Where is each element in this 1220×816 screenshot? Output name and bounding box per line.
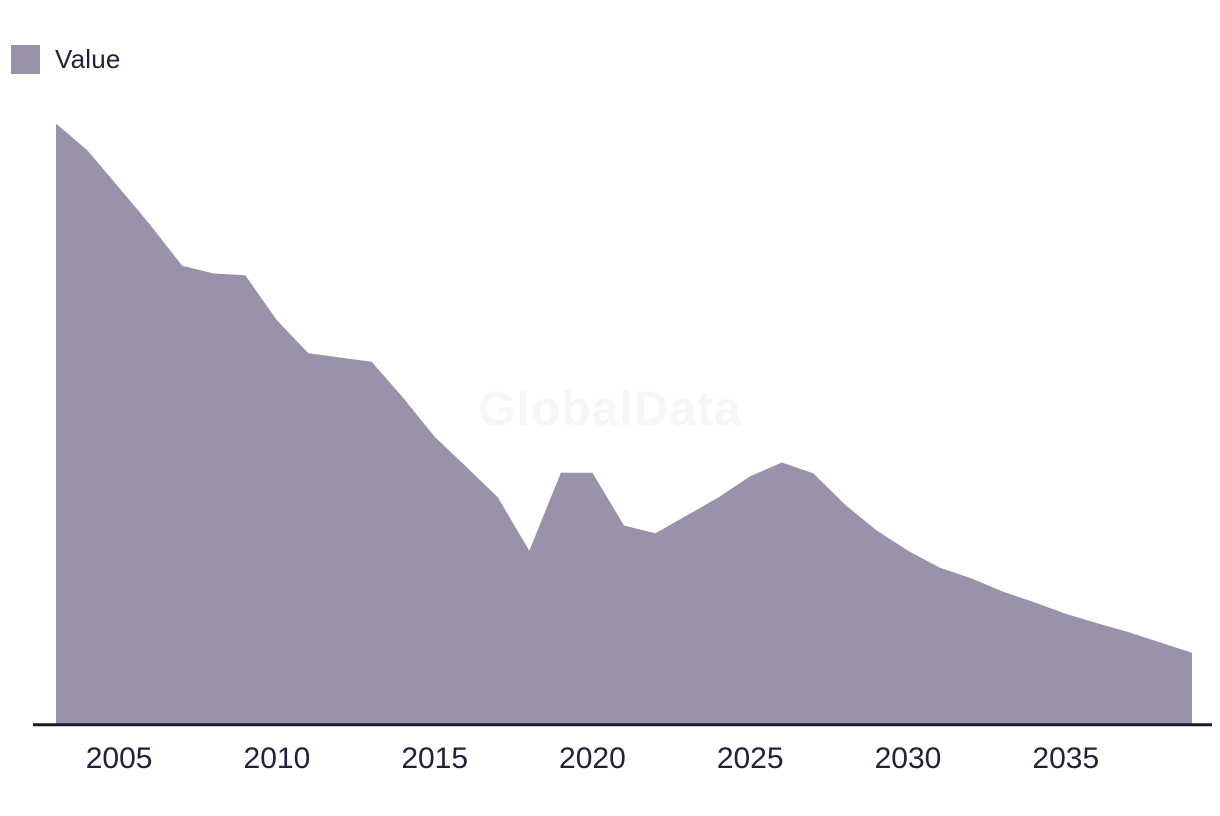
watermark-text: GlobalData [478, 383, 741, 436]
x-tick-label-2025: 2025 [717, 742, 784, 775]
x-tick-label-2010: 2010 [244, 742, 311, 775]
value-series-area [56, 123, 1192, 724]
x-tick-label-2005: 2005 [86, 742, 153, 775]
x-axis-tick-labels: 2005 2010 2015 2020 2025 2030 2035 [86, 742, 1099, 775]
legend-item-value[interactable]: Value [11, 44, 121, 75]
x-tick-label-2030: 2030 [875, 742, 942, 775]
legend-swatch-icon [11, 45, 40, 74]
legend: Value [11, 44, 121, 75]
x-tick-label-2015: 2015 [401, 742, 468, 775]
x-tick-label-2035: 2035 [1032, 742, 1099, 775]
legend-label: Value [55, 44, 121, 74]
x-tick-label-2020: 2020 [559, 742, 626, 775]
